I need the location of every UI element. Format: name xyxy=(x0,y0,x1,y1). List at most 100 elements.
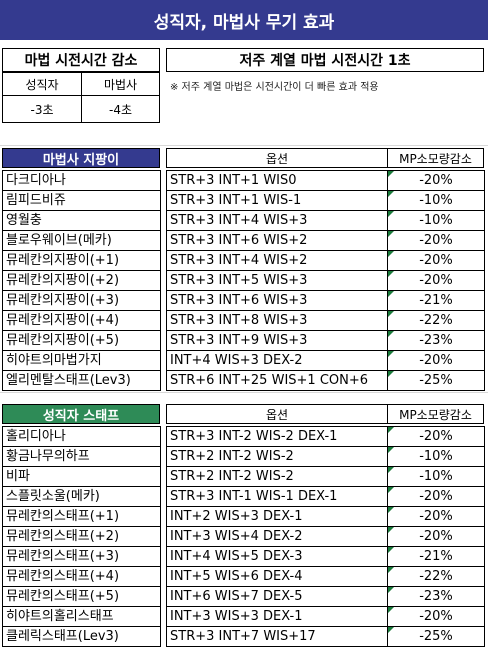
weapon-name: 영월충 xyxy=(2,210,161,231)
weapon-name: 뮤레칸의스태프(+5) xyxy=(2,586,161,607)
mp-reduction: -21% xyxy=(387,290,485,311)
mp-reduction-value: -21% xyxy=(419,293,453,308)
spacer-cell xyxy=(160,330,167,351)
table-row: 비파 STR+2 INT-2 WIS-2 -10% xyxy=(2,466,485,487)
comment-marker-icon xyxy=(388,351,394,357)
mp-reduction: -25% xyxy=(387,626,485,647)
comment-marker-icon xyxy=(388,271,394,277)
weapon-name: 비파 xyxy=(2,466,161,487)
table-row: 뮤레칸의스태프(+1) INT+2 WIS+3 DEX-1 -20% xyxy=(2,506,485,527)
mp-reduction: -23% xyxy=(387,330,485,351)
mp-reduction: -20% xyxy=(387,350,485,371)
weapon-name: 뮤레칸의스태프(+1) xyxy=(2,506,161,527)
weapon-name: 황금나무의하프 xyxy=(2,446,161,467)
weapon-option: STR+3 INT+1 WIS-1 xyxy=(166,190,388,211)
comment-marker-icon xyxy=(388,527,394,533)
mp-reduction: -20% xyxy=(387,506,485,527)
spacer-cell xyxy=(160,446,167,467)
table-row: 뮤레칸의스태프(+5) INT+6 WIS+7 DEX-5 -23% xyxy=(2,586,485,607)
grid-line xyxy=(0,145,488,146)
curse-note: ※ 저주 계열 마법은 시전시간이 더 빠른 효과 적용 xyxy=(170,82,379,93)
mp-reduction-value: -20% xyxy=(419,233,453,248)
weapon-option: STR+3 INT+1 WIS0 xyxy=(166,170,388,191)
mage-section-header: 마법사 지팡이 xyxy=(2,148,160,168)
mp-reduction: -20% xyxy=(387,170,485,191)
mp-reduction-value: -20% xyxy=(419,509,453,524)
spacer-cell xyxy=(160,270,167,291)
weapon-option: INT+4 WIS+3 DEX-2 xyxy=(166,350,388,371)
table-row: 뮤레칸의지팡이(+2) STR+3 INT+5 WIS+3 -20% xyxy=(2,270,485,291)
mp-reduction-value: -20% xyxy=(419,529,453,544)
table-row: 뮤레칸의스태프(+2) INT+3 WIS+4 DEX-2 -20% xyxy=(2,526,485,547)
cast-time-header: 마법 시전시간 감소 xyxy=(2,48,160,72)
spacer-cell xyxy=(160,230,167,251)
mp-reduction-value: -10% xyxy=(419,469,453,484)
spacer-cell xyxy=(160,170,167,191)
spacer-cell xyxy=(160,566,167,587)
weapon-option: STR+3 INT-2 WIS-2 DEX-1 xyxy=(166,426,388,447)
weapon-name: 뮤레칸의지팡이(+1) xyxy=(2,250,161,271)
mp-reduction-value: -20% xyxy=(419,273,453,288)
spacer-cell xyxy=(160,250,167,271)
weapon-option: STR+3 INT+6 WIS+3 xyxy=(166,290,388,311)
mp-reduction: -20% xyxy=(387,426,485,447)
mp-reduction-value: -20% xyxy=(419,609,453,624)
cleric-option-header: 옵션 xyxy=(166,404,388,424)
mp-reduction: -23% xyxy=(387,586,485,607)
comment-marker-icon xyxy=(388,171,394,177)
mp-reduction: -10% xyxy=(387,190,485,211)
mp-reduction-value: -20% xyxy=(419,173,453,188)
weapon-name: 클레릭스태프(Lev3) xyxy=(2,626,161,647)
weapon-name: 림피드비쥬 xyxy=(2,190,161,211)
weapon-name: 엘리멘탈스태프(Lev3) xyxy=(2,370,161,391)
mp-reduction: -10% xyxy=(387,466,485,487)
weapon-name: 블로우웨이브(메카) xyxy=(2,230,161,251)
table-row: 뮤레칸의지팡이(+4) STR+3 INT+8 WIS+3 -22% xyxy=(2,310,485,331)
mp-reduction: -20% xyxy=(387,606,485,627)
weapon-name: 뮤레칸의지팡이(+2) xyxy=(2,270,161,291)
mp-reduction-value: -23% xyxy=(419,333,453,348)
weapon-option: STR+3 INT-1 WIS-1 DEX-1 xyxy=(166,486,388,507)
mp-reduction-value: -20% xyxy=(419,353,453,368)
weapon-option: INT+6 WIS+7 DEX-5 xyxy=(166,586,388,607)
weapon-option: STR+3 INT+8 WIS+3 xyxy=(166,310,388,331)
spacer-cell xyxy=(160,526,167,547)
comment-marker-icon xyxy=(388,191,394,197)
mp-reduction-value: -20% xyxy=(419,253,453,268)
comment-marker-icon xyxy=(388,547,394,553)
mp-reduction-value: -10% xyxy=(419,193,453,208)
comment-marker-icon xyxy=(388,427,394,433)
weapon-name: 뮤레칸의스태프(+3) xyxy=(2,546,161,567)
weapon-option: INT+3 WIS+4 DEX-2 xyxy=(166,526,388,547)
mp-reduction-value: -20% xyxy=(419,489,453,504)
comment-marker-icon xyxy=(388,371,394,377)
weapon-option: STR+6 INT+25 WIS+1 CON+6 xyxy=(166,370,388,391)
weapon-option: STR+3 INT+6 WIS+2 xyxy=(166,230,388,251)
comment-marker-icon xyxy=(388,487,394,493)
mp-reduction: -20% xyxy=(387,230,485,251)
mage-value: -4초 xyxy=(81,95,160,123)
weapon-name: 뮤레칸의지팡이(+5) xyxy=(2,330,161,351)
weapon-name: 홀리디아나 xyxy=(2,426,161,447)
mp-reduction: -25% xyxy=(387,370,485,391)
grid-line xyxy=(0,392,488,393)
spacer-cell xyxy=(160,190,167,211)
spacer-cell xyxy=(160,586,167,607)
cleric-value: -3초 xyxy=(2,95,82,123)
mp-reduction-value: -20% xyxy=(419,429,453,444)
weapon-option: INT+5 WIS+6 DEX-4 xyxy=(166,566,388,587)
table-row: 뮤레칸의지팡이(+5) STR+3 INT+9 WIS+3 -23% xyxy=(2,330,485,351)
mage-label: 마법사 xyxy=(81,72,160,96)
weapon-name: 스플릿소울(메카) xyxy=(2,486,161,507)
comment-marker-icon xyxy=(388,607,394,613)
weapon-option: INT+4 WIS+5 DEX-3 xyxy=(166,546,388,567)
mp-reduction-value: -25% xyxy=(419,373,453,388)
cleric-table: 홀리디아나 STR+3 INT-2 WIS-2 DEX-1 -20% 황금나무의하프 S… xyxy=(2,426,485,647)
comment-marker-icon xyxy=(388,567,394,573)
comment-marker-icon xyxy=(388,447,394,453)
spacer-cell xyxy=(160,606,167,627)
spacer-cell xyxy=(160,350,167,371)
comment-marker-icon xyxy=(388,231,394,237)
spacer-cell xyxy=(160,466,167,487)
mp-reduction: -20% xyxy=(387,250,485,271)
